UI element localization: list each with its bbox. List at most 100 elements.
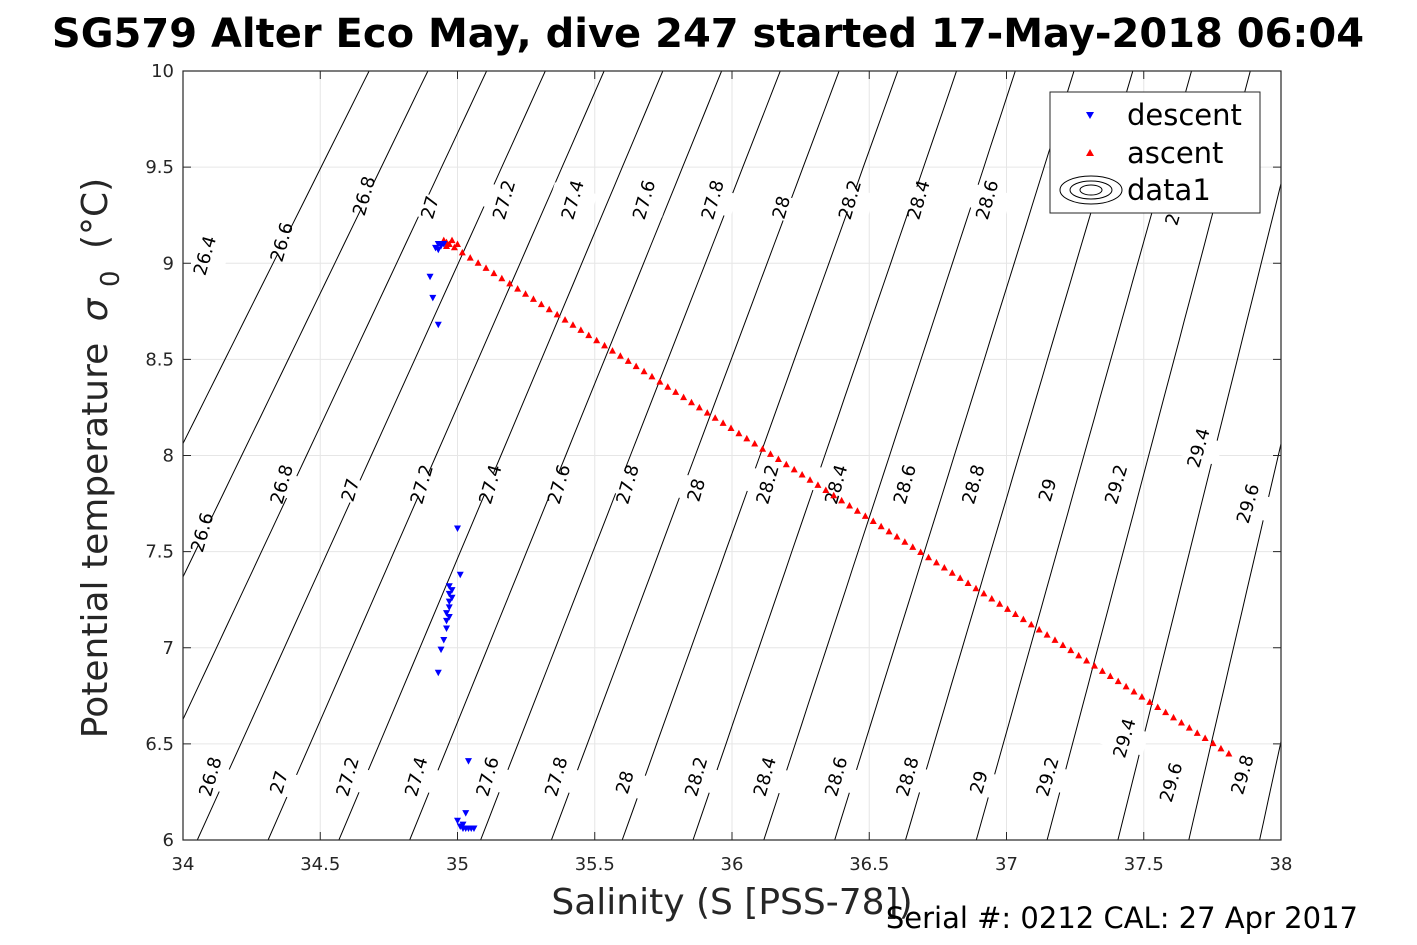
ascent-point [790,465,798,473]
x-axis-ticks: 34 34.5 35 35.5 36 36.5 37 37.5 38 [172,71,1293,875]
contour-label-bg [743,466,793,502]
contour-label-bg [479,182,529,218]
descent-point [434,669,442,677]
contour-label-bg [548,182,598,218]
x-tick-label: 35 [446,854,469,875]
ascent-point [1217,744,1225,752]
ascent-point [1209,739,1217,747]
x-axis-label: Salinity (S [PSS-78]) [551,882,912,923]
contour-label-bg [1100,720,1149,756]
ascent-point [830,491,838,499]
contour-label-bg [254,764,304,800]
ascent-point [498,274,506,282]
ascent-point [940,564,948,571]
ascent-point [917,548,925,556]
contour-label-bg [257,224,307,260]
ascent-point [711,414,719,421]
ascent-point [466,254,474,261]
contour-label-bg [688,182,738,218]
descent-point [434,321,442,329]
contour-label-bg [811,758,861,795]
ascent-point [624,357,632,364]
ascent-point [672,388,680,395]
ascent-point [529,295,537,302]
contour-label-bg [825,182,875,218]
descent-point [440,241,448,248]
ascent-point [806,476,814,483]
ascent-series [440,236,1233,757]
contour-label-bg [671,472,721,508]
ascent-point [1154,703,1162,710]
ascent-point [822,486,830,494]
y-axis-label-symbol: σ [75,297,116,321]
ascent-point [1146,698,1154,705]
contour-label-bg [1174,430,1224,466]
ascent-point [632,362,640,370]
ascent-point [964,579,972,587]
descent-point [443,625,451,633]
ascent-point [1043,631,1051,638]
x-tick-label: 34 [172,854,195,875]
descent-point [459,821,467,829]
ascent-point [1051,636,1059,643]
ascent-point [759,445,767,452]
isopycnal-26-4 [183,71,429,579]
ascent-point [1027,620,1035,628]
y-axis-ticks: 6 6.5 7 7.5 8 8.5 9 9.5 10 [145,61,1281,851]
y-tick-label: 7 [163,638,174,659]
y-axis-label-text: Potential temperature [75,343,116,738]
ascent-point [885,527,893,535]
ascent-point [553,310,561,318]
y-tick-label: 9.5 [145,157,174,178]
x-tick-label: 36 [721,854,744,875]
ascent-point [577,326,585,333]
ascent-point [1035,626,1043,633]
ascent-point [853,507,861,514]
ascent-point [1193,729,1201,736]
contour-label-bg [257,466,307,502]
ascent-point [782,460,790,468]
ascent-point [909,543,917,550]
descent-point [445,598,453,606]
legend-descent-marker [1086,112,1094,119]
isopycnal-28 [621,71,899,840]
legend-data1-label: data1 [1127,173,1211,207]
isopycnal-30-2 [1394,33,1417,879]
legend-contour-icon [1059,175,1123,205]
isopycnal-27-4 [409,71,723,840]
contour-label-bg [954,764,1004,800]
ascent-point [932,558,940,566]
isopycnal-28-2 [692,71,958,840]
ascent-point [1138,693,1146,700]
y-tick-label: 8.5 [145,349,174,370]
ascent-point [695,403,703,411]
ascent-point [1177,718,1185,726]
legend-descent-label: descent [1127,98,1242,132]
ascent-point [454,240,461,248]
ascent-point [490,269,498,277]
descent-point [462,810,470,817]
isopycnal-27 [267,71,605,840]
ascent-point [767,450,775,457]
descent-point [470,825,478,832]
contour-label-bg [325,472,375,508]
contour-labels: 26.4 26.626.8 27 27.2 27.4 27.6 27.8 28 28.2 28.4… [177,174,1273,805]
ascent-point [727,424,735,432]
ascent-point [814,481,822,488]
ascent-point [735,429,743,437]
contour-label-bg [883,758,933,795]
ascent-point [1083,657,1091,664]
ascent-point [1106,672,1114,680]
ascent-point [545,305,553,313]
descent-point [456,571,464,579]
ascent-point [569,321,577,328]
contour-label-bg [894,182,944,218]
x-tick-label: 38 [1270,854,1293,875]
descent-point [443,610,451,617]
y-tick-label: 6.5 [145,734,174,755]
ascent-point [687,398,695,406]
contour-label-bg [323,758,373,795]
isopycnal-28-6 [834,71,1075,840]
contour-label-bg [756,189,806,226]
